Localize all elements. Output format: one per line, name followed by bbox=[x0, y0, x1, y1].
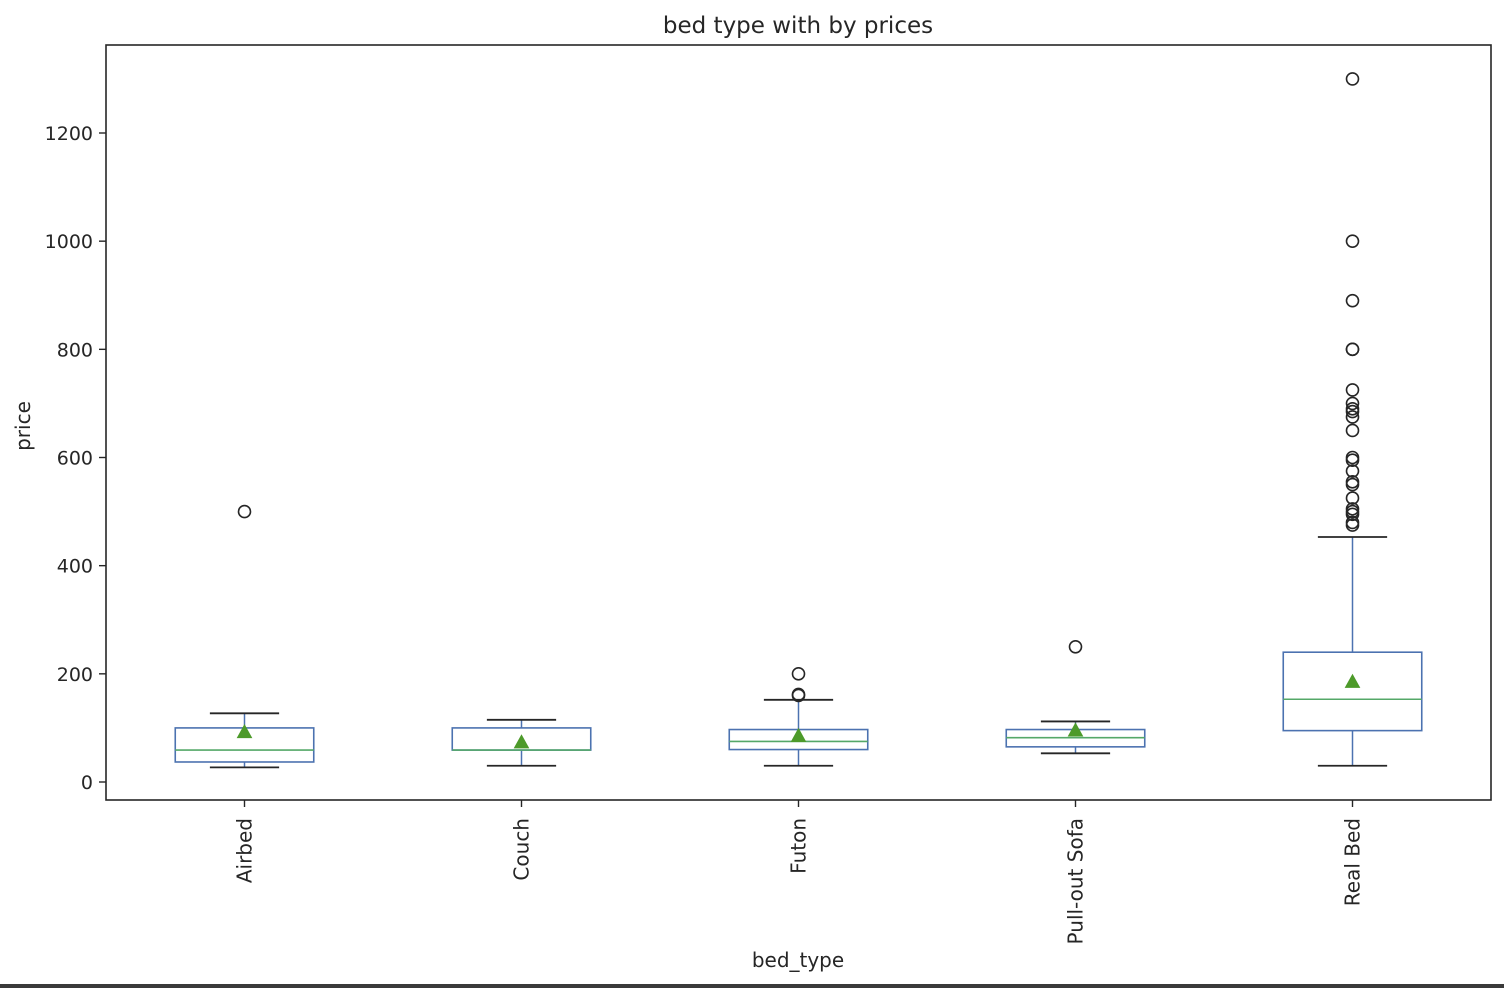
y-tick-label-800: 800 bbox=[57, 339, 93, 361]
x-tick-label-real-bed: Real Bed bbox=[1341, 818, 1365, 906]
y-tick-label-200: 200 bbox=[57, 664, 93, 686]
y-tick-label-1000: 1000 bbox=[45, 231, 93, 253]
window-bottom-border bbox=[0, 984, 1504, 988]
outlier-point bbox=[1345, 423, 1360, 438]
box-group-couch: Couch bbox=[451, 718, 592, 881]
box-group-futon: Futon bbox=[728, 667, 869, 874]
outlier-point bbox=[1345, 342, 1360, 357]
outlier-point bbox=[1345, 450, 1360, 465]
x-tick-label-pull-out-sofa: Pull-out Sofa bbox=[1064, 818, 1088, 944]
mean-marker bbox=[513, 734, 530, 749]
plot-area: 0 200 400 600 800 1000 1200 Airbed Couch Futon Pul… bbox=[45, 72, 1423, 944]
outlier-point bbox=[1345, 383, 1360, 397]
x-tick-label-airbed: Airbed bbox=[233, 818, 257, 883]
outlier-point bbox=[1345, 515, 1360, 530]
y-tick-label-600: 600 bbox=[57, 448, 93, 470]
outlier-point bbox=[1345, 475, 1360, 489]
outlier-point bbox=[1345, 477, 1360, 492]
outlier-point bbox=[1068, 639, 1083, 654]
y-tick-label-400: 400 bbox=[57, 556, 93, 578]
outlier-point bbox=[1345, 293, 1360, 308]
mean-marker bbox=[1067, 722, 1084, 737]
y-axis-label: price bbox=[11, 401, 35, 451]
x-axis-label: bed_type bbox=[752, 948, 844, 972]
mean-marker bbox=[236, 724, 253, 739]
y-tick-label-0: 0 bbox=[81, 772, 93, 794]
outlier-point bbox=[1345, 502, 1360, 516]
outlier-point bbox=[237, 504, 252, 519]
box-group-airbed: Airbed bbox=[174, 504, 315, 883]
chart-title: bed type with by prices bbox=[663, 13, 933, 39]
axes-frame bbox=[105, 44, 1492, 801]
outlier-point bbox=[1345, 410, 1360, 424]
outlier-point bbox=[1345, 72, 1360, 86]
outlier-point bbox=[1345, 464, 1360, 478]
x-tick-label-futon: Futon bbox=[787, 818, 811, 874]
outlier-point bbox=[1345, 402, 1360, 416]
outlier-point bbox=[791, 687, 806, 702]
box-group-real-bed: Real Bed bbox=[1282, 72, 1423, 906]
outlier-point bbox=[1345, 491, 1360, 505]
mean-marker bbox=[1344, 673, 1361, 688]
outlier-point bbox=[1345, 396, 1360, 411]
outlier-point bbox=[791, 667, 806, 681]
iqr-box bbox=[1282, 651, 1423, 732]
outlier-point bbox=[1345, 234, 1360, 248]
x-tick-label-couch: Couch bbox=[510, 818, 534, 881]
mean-marker bbox=[790, 727, 807, 742]
box-group-pull-out-sofa: Pull-out Sofa bbox=[1005, 639, 1146, 944]
y-tick-label-1200: 1200 bbox=[45, 123, 93, 145]
